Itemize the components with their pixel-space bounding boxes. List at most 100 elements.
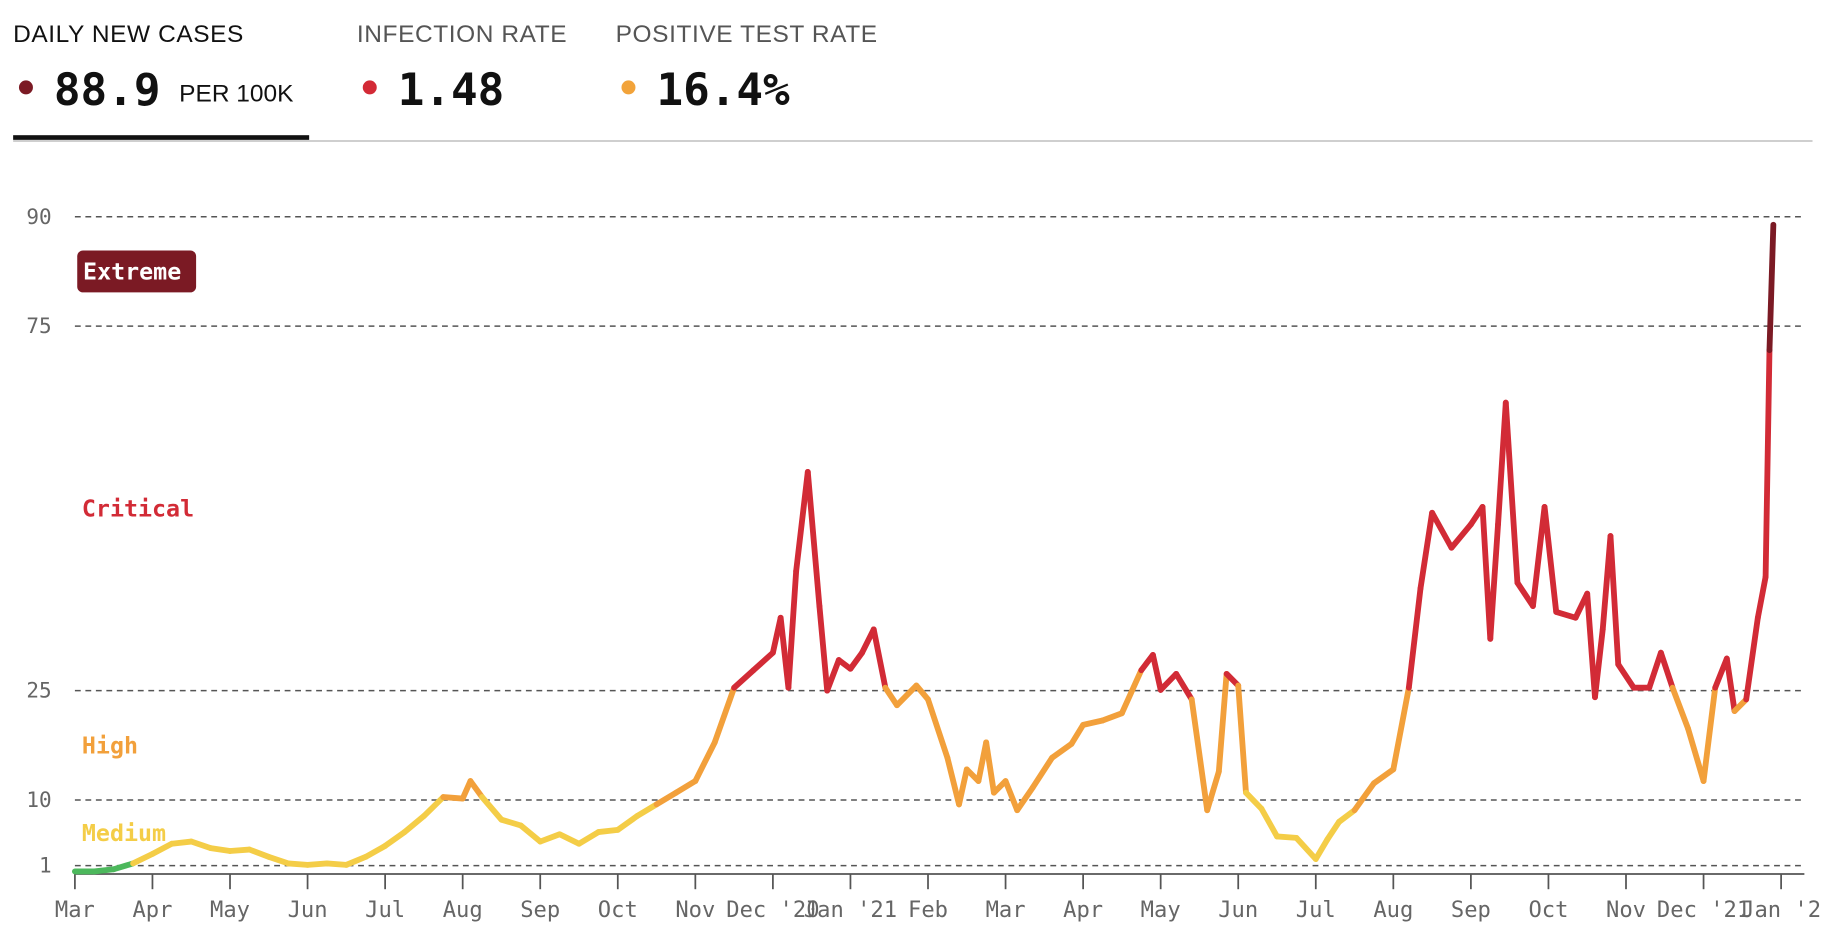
line-segment — [149, 840, 175, 857]
line-segment — [816, 603, 831, 694]
x-tick-label: Apr — [132, 897, 172, 923]
line-segment — [1530, 504, 1548, 609]
x-tick-label: Sep — [1451, 897, 1491, 923]
zone-label: High — [82, 732, 138, 759]
line-segment — [1029, 754, 1056, 791]
line-segment — [614, 813, 641, 833]
line-segment — [1685, 725, 1707, 784]
y-tick-label: 75 — [26, 314, 51, 338]
line-segment — [1188, 696, 1211, 814]
line-segment — [1584, 590, 1598, 701]
y-tick-label: 90 — [26, 205, 51, 229]
x-tick-label: Nov — [1606, 897, 1646, 923]
line-segment — [382, 829, 408, 849]
line-segment — [595, 826, 621, 835]
line-segment — [168, 838, 195, 847]
x-tick-label: Oct — [1528, 897, 1568, 923]
x-tick-label: Jan '2 — [1741, 897, 1821, 923]
zone-label: Extreme — [83, 259, 181, 286]
line-segment — [1762, 347, 1773, 580]
line-segment — [1405, 585, 1424, 691]
line-segment — [1336, 807, 1358, 825]
x-tick-label: Mar — [55, 897, 95, 923]
line-segment — [1541, 504, 1560, 615]
line-segment — [479, 794, 505, 823]
x-tick-label: Aug — [443, 897, 483, 923]
line-segment — [804, 469, 823, 609]
line-segment — [1754, 573, 1769, 621]
tab-dot — [18, 80, 33, 95]
line-segment — [401, 813, 427, 835]
line-segment — [576, 829, 602, 847]
line-segment — [304, 860, 330, 868]
line-segment — [1429, 509, 1455, 551]
line-segment — [1157, 670, 1180, 693]
x-tick-label: May — [210, 897, 250, 923]
line-segment — [498, 816, 524, 829]
x-tick-label: May — [1141, 897, 1181, 923]
line-segment — [1235, 682, 1249, 796]
line-segment — [285, 860, 311, 868]
line-segment — [188, 838, 214, 852]
x-tick-label: Dec '20 — [726, 897, 819, 923]
x-tick-label: Dec '21 — [1657, 897, 1750, 923]
line-segment — [343, 853, 369, 868]
line-segment — [882, 684, 900, 709]
line-segment — [1351, 780, 1377, 814]
line-segment — [91, 866, 117, 875]
line-segment — [1766, 221, 1777, 354]
line-segment — [1448, 521, 1474, 551]
line-segment — [1592, 626, 1606, 701]
line-segment — [944, 754, 962, 808]
line-segment — [1150, 652, 1164, 693]
line-segment — [246, 846, 272, 860]
zone-label: Critical — [82, 496, 194, 523]
x-tick-label: Jul — [365, 897, 405, 923]
line-segment — [711, 684, 738, 746]
line-segment — [1324, 818, 1342, 843]
x-tick-label: Nov — [675, 897, 715, 923]
y-tick-label: 1 — [39, 854, 52, 878]
line-segment — [870, 626, 889, 691]
tab-title: INFECTION RATE — [357, 21, 567, 48]
x-tick-label: Oct — [598, 897, 638, 923]
x-tick-label: Jul — [1296, 897, 1336, 923]
line-segment — [420, 794, 447, 819]
tab-value: 1.48 — [398, 65, 505, 116]
line-segment — [731, 667, 757, 691]
x-tick-label: Mar — [986, 897, 1026, 923]
line-segment — [653, 789, 679, 808]
line-segment — [324, 860, 350, 868]
line-segment — [1118, 667, 1145, 717]
line-segment — [983, 739, 997, 796]
x-tick-label: Aug — [1373, 897, 1413, 923]
line-segment — [1215, 670, 1230, 775]
line-segment — [1657, 649, 1676, 691]
metric-tab[interactable]: DAILY NEW CASES 88.9 PER 100K — [13, 21, 310, 140]
tab-dot — [362, 80, 377, 95]
line-segment — [537, 831, 563, 845]
x-tick-label: Jan '21 — [804, 897, 897, 923]
x-tick-label: Sep — [520, 897, 560, 923]
x-tick-label: Jun — [288, 897, 328, 923]
line-segment — [440, 794, 466, 802]
line-segment — [265, 853, 292, 867]
line-segment — [1080, 717, 1106, 728]
zone-label: Medium — [82, 820, 166, 847]
line-segment — [1258, 805, 1280, 840]
line-segment — [1514, 579, 1536, 609]
line-segment — [1723, 655, 1738, 714]
y-tick-label: 25 — [26, 679, 51, 703]
line-segment — [1487, 521, 1501, 642]
metric-tab[interactable]: INFECTION RATE 1.48 — [357, 21, 567, 116]
tab-dot — [621, 80, 636, 95]
line-segment — [1049, 740, 1075, 761]
line-segment — [1204, 768, 1222, 814]
line-segment — [556, 831, 582, 847]
line-segment — [1068, 721, 1087, 747]
tab-value: 88.9 — [54, 65, 161, 116]
metric-tab[interactable]: POSITIVE TEST RATE 16.4% — [616, 21, 878, 116]
tab-unit: PER 100K — [179, 80, 294, 107]
line-segment — [1743, 614, 1761, 703]
line-segment — [207, 845, 233, 854]
